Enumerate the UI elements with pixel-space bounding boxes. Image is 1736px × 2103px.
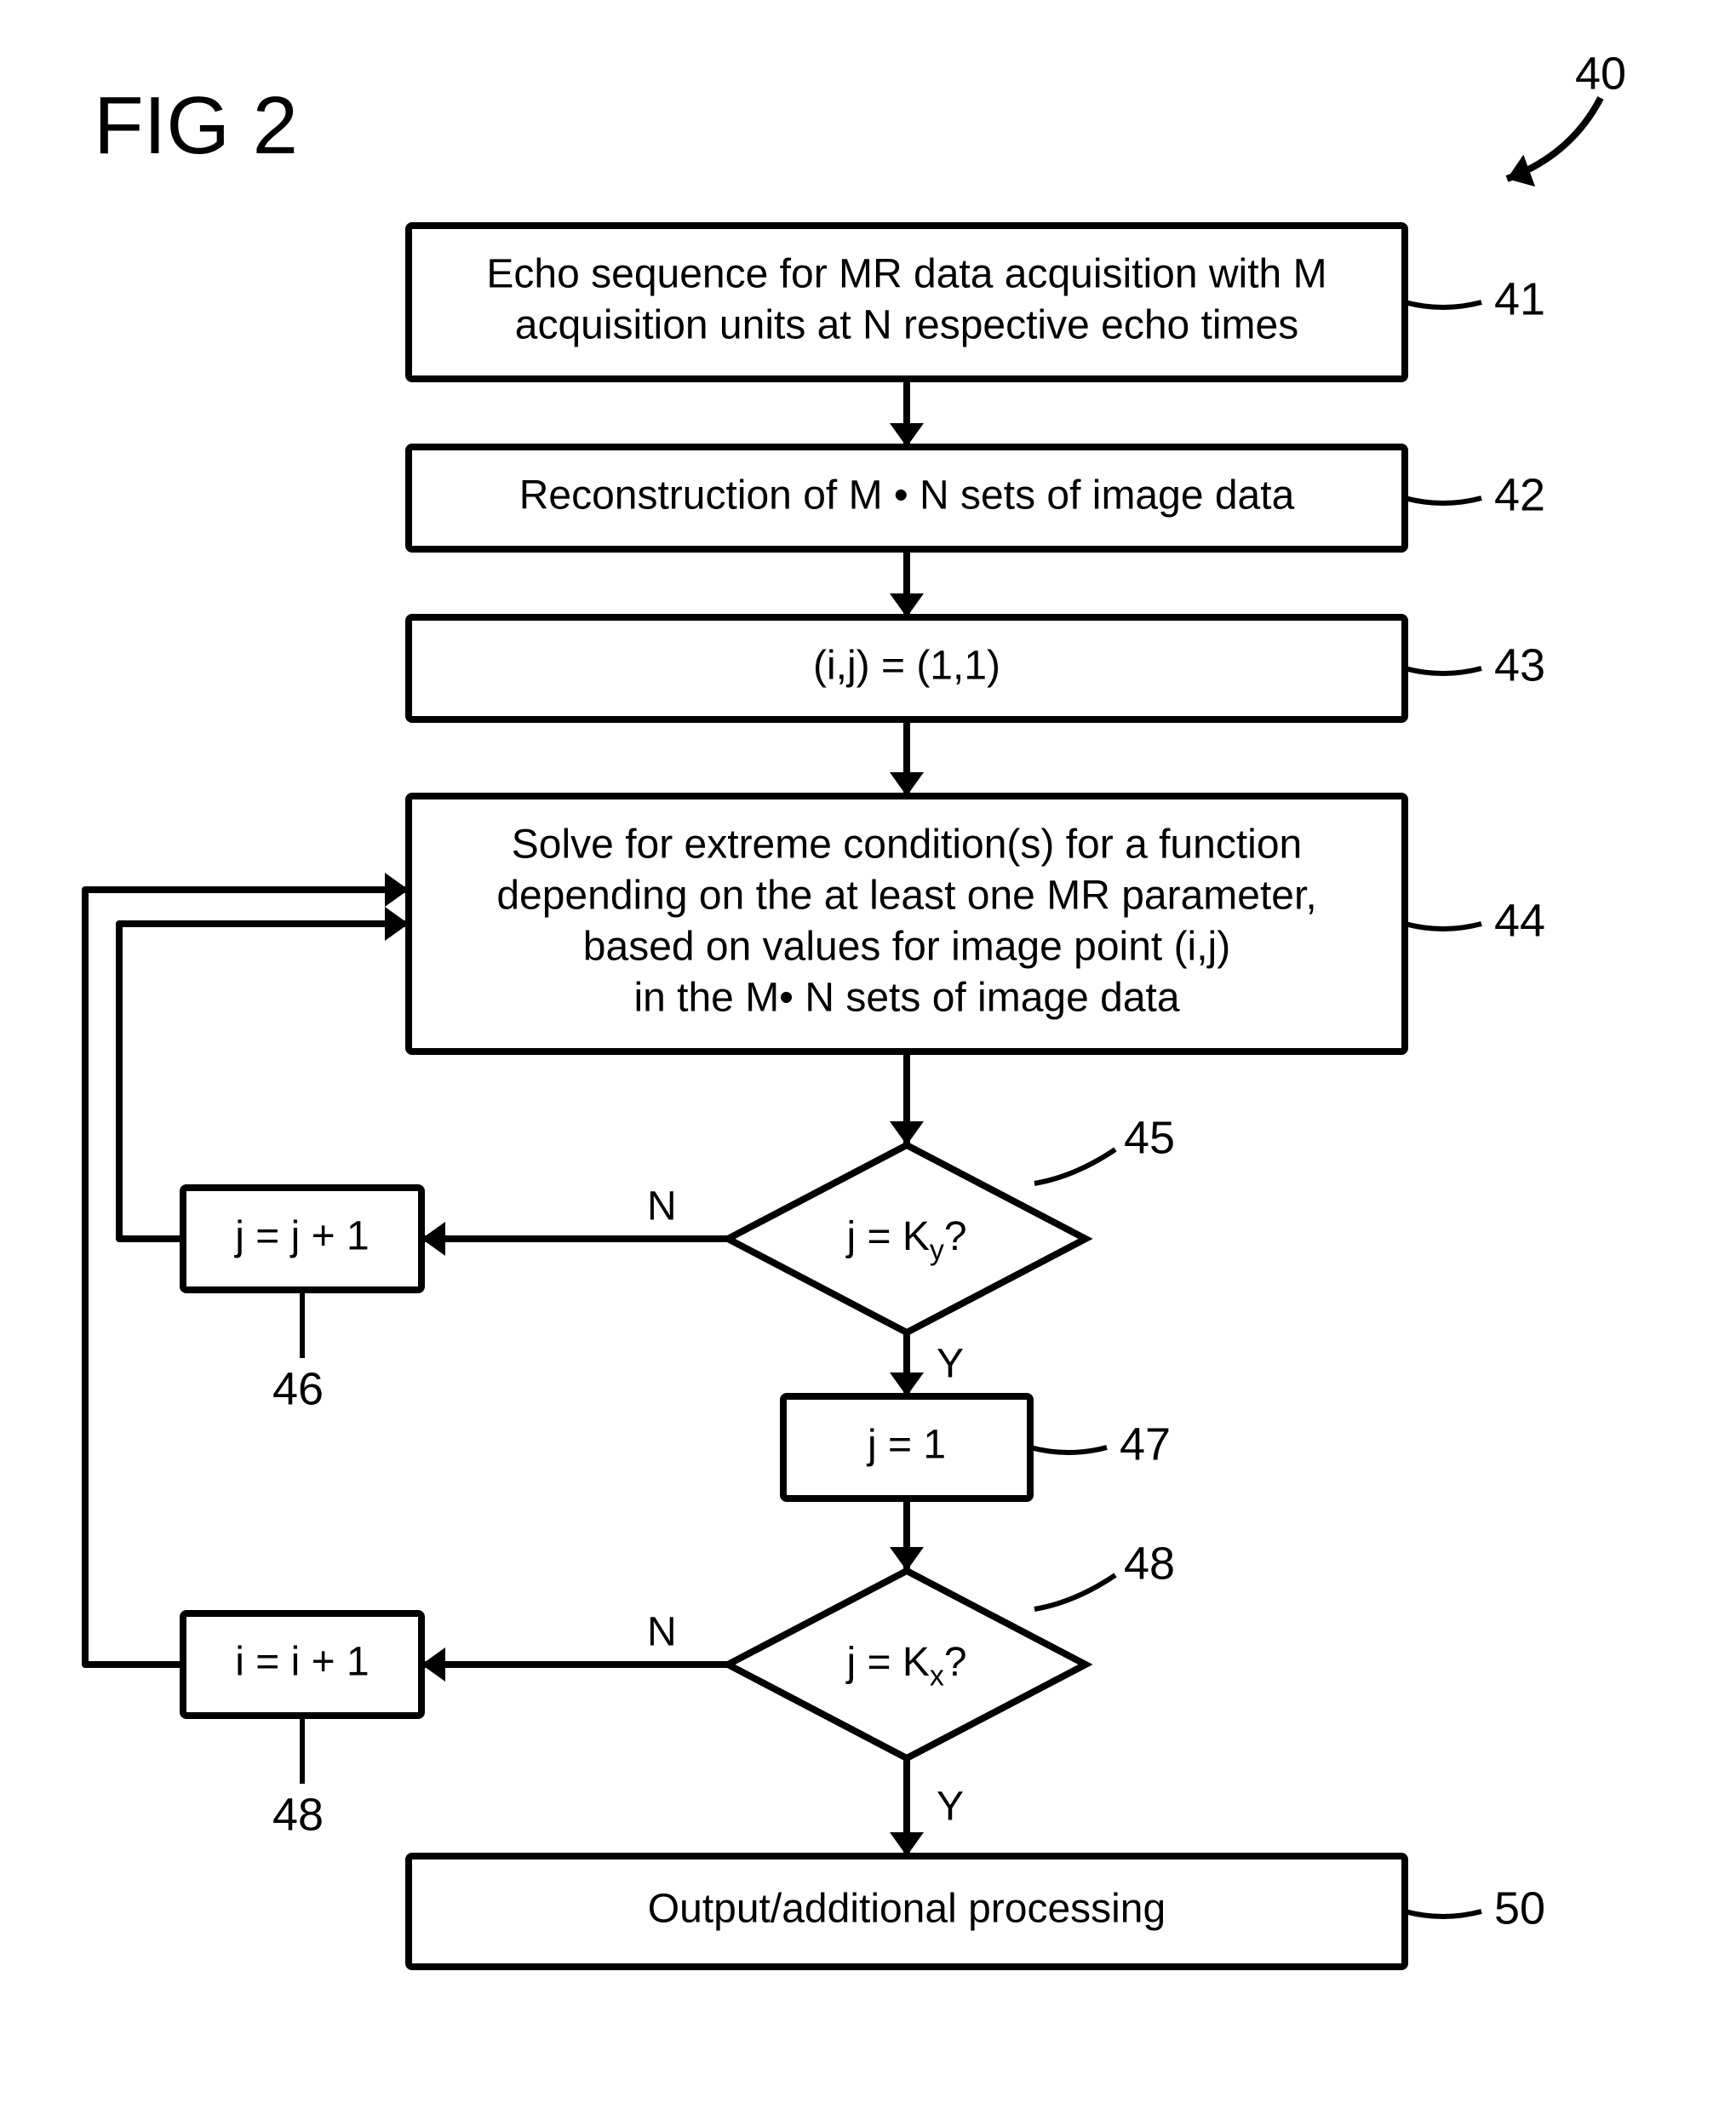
- box-b50: Output/additional processing: [409, 1856, 1405, 1967]
- box-b41-line-0: Echo sequence for MR data acquisition wi…: [486, 252, 1326, 297]
- box-b44-line-3: in the M• N sets of image data: [633, 976, 1179, 1021]
- diamond-d48: j = Kx?: [728, 1571, 1086, 1758]
- box-b41-line-1: acquisition units at N respective echo t…: [515, 303, 1298, 348]
- arrow-a45_46-label: N: [647, 1184, 677, 1229]
- box-b43-line-0: (i,j) = (1,1): [813, 644, 1000, 689]
- box-b48l-line-0: i = i + 1: [235, 1640, 369, 1685]
- ref-b50: 50: [1494, 1882, 1545, 1934]
- arrow-a45_47-label: Y: [937, 1342, 964, 1387]
- ref-b46: 46: [272, 1363, 324, 1414]
- pointer-40-arrow: [1507, 98, 1601, 179]
- ref-d45: 45: [1124, 1112, 1175, 1163]
- ref-b47: 47: [1120, 1418, 1171, 1470]
- ref-b41: 41: [1494, 273, 1545, 324]
- ref-d48: 48: [1124, 1538, 1175, 1589]
- leader-d45: [1034, 1149, 1115, 1183]
- ref-b43: 43: [1494, 639, 1545, 690]
- diamond-d45: j = Ky?: [728, 1145, 1086, 1332]
- leader-b50: [1405, 1911, 1481, 1917]
- pointer-40-label: 40: [1575, 48, 1626, 99]
- box-b47-line-0: j = 1: [866, 1423, 946, 1468]
- box-b44: Solve for extreme condition(s) for a fun…: [409, 796, 1405, 1052]
- box-b44-line-2: based on values for image point (i,j): [583, 925, 1230, 970]
- box-b47: j = 1: [783, 1396, 1030, 1498]
- leader-b47: [1030, 1447, 1107, 1453]
- box-b42-line-0: Reconstruction of M • N sets of image da…: [519, 473, 1295, 519]
- leader-d48: [1034, 1575, 1115, 1609]
- leader-b41: [1405, 302, 1481, 307]
- arrow-a48_48l-label: N: [647, 1610, 677, 1655]
- arrow-a48_50-label: Y: [937, 1785, 964, 1830]
- flowchart-fig2: Echo sequence for MR data acquisition wi…: [0, 0, 1736, 2103]
- diamond-d45-text: j = Ky?: [845, 1214, 966, 1267]
- ref-b44: 44: [1494, 895, 1545, 946]
- box-b42: Reconstruction of M • N sets of image da…: [409, 447, 1405, 549]
- box-b44-line-0: Solve for extreme condition(s) for a fun…: [512, 822, 1302, 868]
- figure-title: FIG 2: [94, 80, 298, 171]
- ref-b42: 42: [1494, 469, 1545, 520]
- box-b44-line-1: depending on the at least one MR paramet…: [496, 874, 1316, 919]
- diamond-d48-text: j = Kx?: [845, 1640, 966, 1693]
- box-b48l: i = i + 1: [183, 1613, 421, 1716]
- box-b43: (i,j) = (1,1): [409, 617, 1405, 719]
- ref-b48l: 48: [272, 1789, 324, 1840]
- box-b46-line-0: j = j + 1: [233, 1214, 369, 1259]
- box-b41: Echo sequence for MR data acquisition wi…: [409, 226, 1405, 379]
- leader-b44: [1405, 924, 1481, 929]
- leader-b42: [1405, 498, 1481, 503]
- box-b46: j = j + 1: [183, 1188, 421, 1290]
- box-b50-line-0: Output/additional processing: [648, 1887, 1166, 1932]
- leader-b43: [1405, 668, 1481, 673]
